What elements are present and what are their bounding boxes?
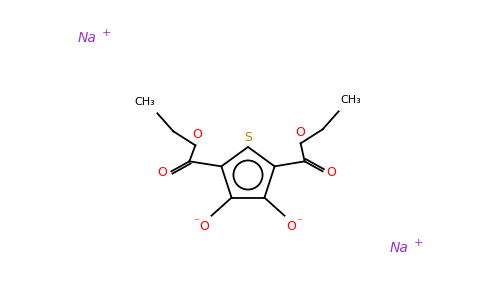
Text: +: +: [414, 238, 424, 248]
Text: Na: Na: [78, 31, 97, 45]
Text: ⁻: ⁻: [297, 218, 302, 228]
Text: O: O: [296, 126, 305, 139]
Text: CH₃: CH₃: [135, 97, 155, 107]
Text: O: O: [327, 166, 336, 179]
Text: ⁻: ⁻: [194, 218, 199, 228]
Text: +: +: [102, 28, 111, 38]
Text: O: O: [157, 166, 167, 179]
Text: O: O: [193, 128, 202, 141]
Text: S: S: [244, 131, 252, 144]
Text: O: O: [200, 220, 210, 233]
Text: Na: Na: [390, 241, 409, 255]
Text: O: O: [287, 220, 296, 233]
Text: CH₃: CH₃: [341, 95, 362, 105]
